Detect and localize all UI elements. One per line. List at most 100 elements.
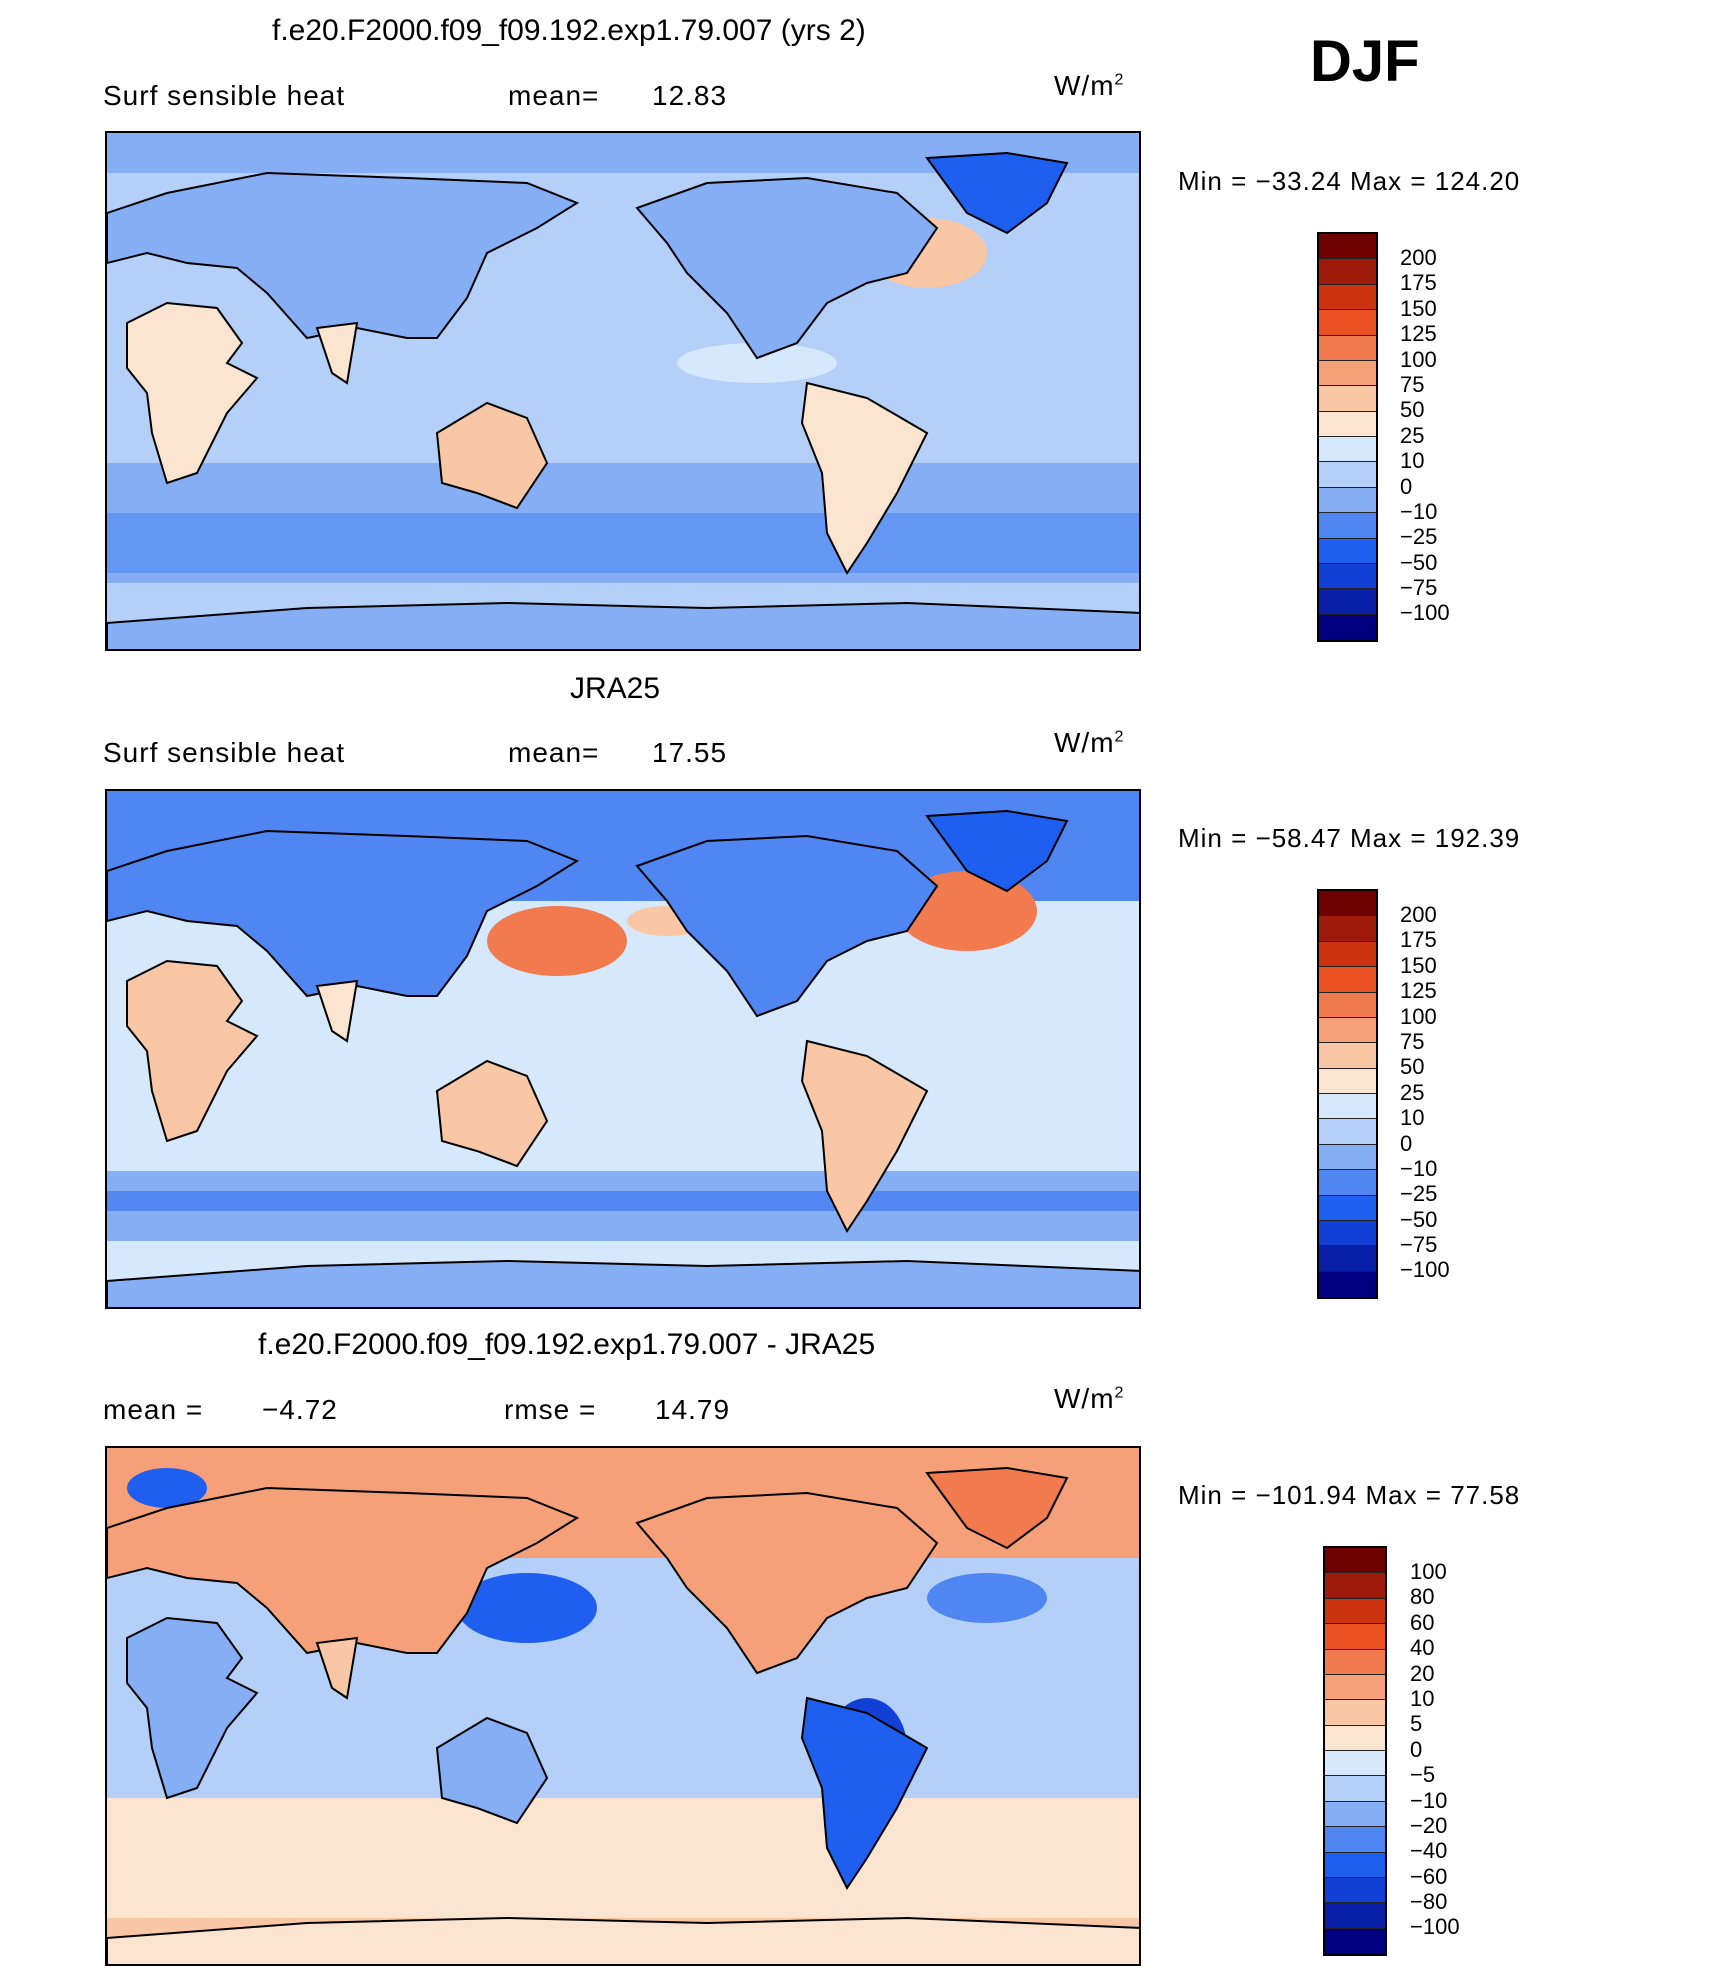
- colorbar-tick-label: 10: [1400, 448, 1425, 474]
- colorbar-swatch: [1319, 310, 1376, 336]
- panel3-map: [105, 1446, 1141, 1966]
- panel2-variable-label: Surf sensible heat: [103, 737, 346, 768]
- panel3-minmax: Min = −101.94 Max = 77.58: [1178, 1480, 1521, 1510]
- panel1-colorbar-ticks: 200 175 150 125 100 75 50 25 10 0 −10 −25 −50 −75 −100: [1400, 245, 1450, 626]
- colorbar-swatch: [1319, 234, 1376, 260]
- panel1-colorbar: [1317, 232, 1378, 642]
- colorbar-tick-label: 0: [1400, 1130, 1413, 1156]
- panel3-mean-label: mean =: [103, 1394, 204, 1425]
- colorbar-tick-label: −40: [1410, 1838, 1448, 1864]
- coastline-antarctica: [107, 601, 1139, 649]
- colorbar-swatch: [1325, 1598, 1385, 1625]
- panel1-mean-value: 12.83: [652, 80, 728, 111]
- colorbar-tick-label: −80: [1410, 1889, 1448, 1915]
- coastline-india: [315, 321, 359, 385]
- coastline-n-america: [635, 176, 939, 360]
- colorbar-swatch: [1325, 1751, 1385, 1777]
- colorbar-tick-label: −25: [1400, 524, 1438, 550]
- field-anomaly: [677, 343, 837, 383]
- colorbar-swatch: [1325, 1548, 1385, 1574]
- colorbar-swatch: [1319, 563, 1376, 590]
- colorbar-swatch: [1325, 1801, 1385, 1828]
- colorbar-tick-label: 50: [1400, 397, 1425, 423]
- colorbar-swatch: [1319, 589, 1376, 615]
- coastline-antarctica: [107, 1259, 1139, 1307]
- colorbar-tick-label: 60: [1410, 1609, 1435, 1635]
- field-band: [107, 513, 1139, 573]
- colorbar-swatch: [1319, 1195, 1376, 1221]
- colorbar-tick-label: −20: [1410, 1812, 1448, 1838]
- colorbar-tick-label: −75: [1400, 575, 1438, 601]
- colorbar-swatch: [1325, 1624, 1385, 1650]
- colorbar-tick-label: 75: [1400, 371, 1425, 397]
- colorbar-swatch: [1319, 916, 1376, 942]
- coastline-n-america: [635, 1491, 939, 1675]
- panel3-rmse-label: rmse =: [504, 1394, 597, 1425]
- colorbar-tick-label: 175: [1400, 270, 1437, 296]
- coastline-n-america: [635, 834, 939, 1018]
- coastline-europe-asia: [107, 829, 580, 998]
- colorbar-swatch: [1325, 1852, 1385, 1878]
- panel2-colorbar: [1317, 889, 1378, 1299]
- panel2-title: JRA25: [570, 672, 661, 705]
- colorbar-swatch: [1319, 1170, 1376, 1196]
- field-anomaly: [457, 1573, 597, 1643]
- field-anomaly: [927, 1573, 1047, 1623]
- colorbar-swatch: [1325, 1573, 1385, 1599]
- coastline-greenland: [925, 1466, 1069, 1550]
- coastline-europe-asia: [107, 171, 580, 340]
- coastline-africa: [126, 1616, 259, 1800]
- panel1-map: [105, 131, 1141, 651]
- colorbar-tick-label: −100: [1400, 1257, 1450, 1283]
- colorbar-swatch: [1325, 1877, 1385, 1904]
- colorbar-tick-label: 40: [1410, 1635, 1435, 1661]
- colorbar-tick-label: 20: [1410, 1660, 1435, 1686]
- panel2-mean-label: mean=: [508, 737, 600, 768]
- field-band: [107, 1798, 1139, 1918]
- panel1-minmax: Min = −33.24 Max = 124.20: [1178, 166, 1521, 196]
- colorbar-tick-label: −100: [1400, 600, 1450, 626]
- colorbar-tick-label: −10: [1400, 498, 1438, 524]
- colorbar-swatch: [1319, 1246, 1376, 1272]
- coastline-australia: [435, 401, 549, 510]
- colorbar-tick-label: 0: [1410, 1736, 1423, 1762]
- panel2-colorbar-ticks: 200 175 150 125 100 75 50 25 10 0 −10 −25 −50 −75 −100: [1400, 902, 1450, 1283]
- panel3-title: f.e20.F2000.f09_f09.192.exp1.79.007 - JR…: [258, 1328, 876, 1361]
- colorbar-swatch: [1319, 941, 1376, 968]
- colorbar-swatch: [1319, 386, 1376, 412]
- colorbar-swatch: [1319, 891, 1376, 917]
- colorbar-swatch: [1319, 284, 1376, 311]
- colorbar-swatch: [1319, 462, 1376, 488]
- colorbar-swatch: [1319, 1043, 1376, 1069]
- panel3-mean-value: −4.72: [262, 1394, 338, 1425]
- coastline-india: [315, 979, 359, 1043]
- coastline-africa: [126, 959, 259, 1143]
- colorbar-tick-label: 100: [1410, 1559, 1447, 1584]
- panel2-minmax: Min = −58.47 Max = 192.39: [1178, 823, 1521, 853]
- colorbar-tick-label: 175: [1400, 927, 1437, 953]
- coastline-s-america: [800, 1696, 929, 1890]
- colorbar-swatch: [1319, 1017, 1376, 1044]
- colorbar-swatch: [1319, 487, 1376, 514]
- coastline-greenland: [925, 151, 1069, 235]
- field-anomaly: [487, 906, 627, 976]
- panel1-title: f.e20.F2000.f09_f09.192.exp1.79.007 (yrs…: [272, 14, 866, 47]
- panel3-colorbar: [1323, 1546, 1387, 1956]
- colorbar-tick-label: −50: [1400, 549, 1438, 575]
- colorbar-tick-label: 200: [1400, 245, 1437, 270]
- colorbar-swatch: [1319, 360, 1376, 387]
- colorbar-swatch: [1319, 1068, 1376, 1094]
- colorbar-swatch: [1319, 335, 1376, 361]
- colorbar-swatch: [1325, 1674, 1385, 1701]
- colorbar-swatch: [1319, 437, 1376, 463]
- colorbar-swatch: [1319, 967, 1376, 993]
- colorbar-swatch: [1319, 1119, 1376, 1145]
- colorbar-swatch: [1325, 1700, 1385, 1726]
- colorbar-tick-label: −60: [1410, 1863, 1448, 1889]
- panel2-unit: W/m2: [1054, 727, 1125, 758]
- field-anomaly: [127, 1468, 207, 1508]
- panel1-unit: W/m2: [1054, 70, 1125, 101]
- colorbar-swatch: [1325, 1827, 1385, 1853]
- colorbar-swatch: [1319, 538, 1376, 564]
- colorbar-tick-label: −25: [1400, 1181, 1438, 1207]
